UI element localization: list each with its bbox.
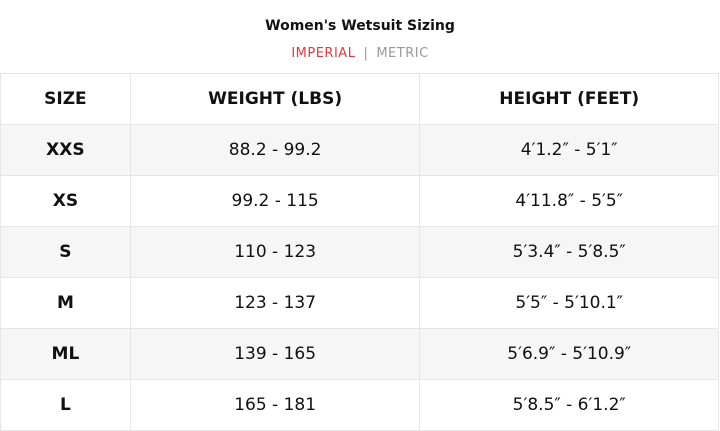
header-weight: WEIGHT (LBS) <box>129 73 421 125</box>
table-row: M 123 - 137 5′5″ - 5′10.1″ <box>0 277 719 329</box>
unit-separator: | <box>363 46 369 61</box>
height-cell: 5′6.9″ - 5′10.9″ <box>419 328 719 380</box>
imperial-tab[interactable]: IMPERIAL <box>291 46 356 61</box>
weight-cell: 139 - 165 <box>129 328 421 380</box>
weight-cell: 88.2 - 99.2 <box>129 124 421 176</box>
weight-cell: 110 - 123 <box>129 226 421 278</box>
header-size: SIZE <box>0 73 131 125</box>
height-cell: 5′8.5″ - 6′1.2″ <box>419 379 719 431</box>
size-cell: M <box>0 277 131 329</box>
weight-cell: 165 - 181 <box>129 379 421 431</box>
header-height: HEIGHT (FEET) <box>419 73 719 125</box>
unit-toggle: IMPERIAL | METRIC <box>0 46 720 61</box>
height-cell: 4′11.8″ - 5′5″ <box>419 175 719 227</box>
table-row: ML 139 - 165 5′6.9″ - 5′10.9″ <box>0 328 719 380</box>
size-chart-table: SIZE WEIGHT (LBS) HEIGHT (FEET) XXS 88.2 … <box>0 73 719 431</box>
size-cell: XS <box>0 175 131 227</box>
table-row: S 110 - 123 5′3.4″ - 5′8.5″ <box>0 226 719 278</box>
weight-cell: 123 - 137 <box>129 277 421 329</box>
weight-cell: 99.2 - 115 <box>129 175 421 227</box>
table-row: L 165 - 181 5′8.5″ - 6′1.2″ <box>0 379 719 431</box>
height-cell: 5′5″ - 5′10.1″ <box>419 277 719 329</box>
height-cell: 5′3.4″ - 5′8.5″ <box>419 226 719 278</box>
height-cell: 4′1.2″ - 5′1″ <box>419 124 719 176</box>
table-row: XS 99.2 - 115 4′11.8″ - 5′5″ <box>0 175 719 227</box>
size-cell: ML <box>0 328 131 380</box>
page-title: Women's Wetsuit Sizing <box>265 18 455 34</box>
size-cell: L <box>0 379 131 431</box>
size-cell: XXS <box>0 124 131 176</box>
table-header-row: SIZE WEIGHT (LBS) HEIGHT (FEET) <box>0 73 719 125</box>
metric-tab[interactable]: METRIC <box>376 46 429 61</box>
table-row: XXS 88.2 - 99.2 4′1.2″ - 5′1″ <box>0 124 719 176</box>
size-cell: S <box>0 226 131 278</box>
